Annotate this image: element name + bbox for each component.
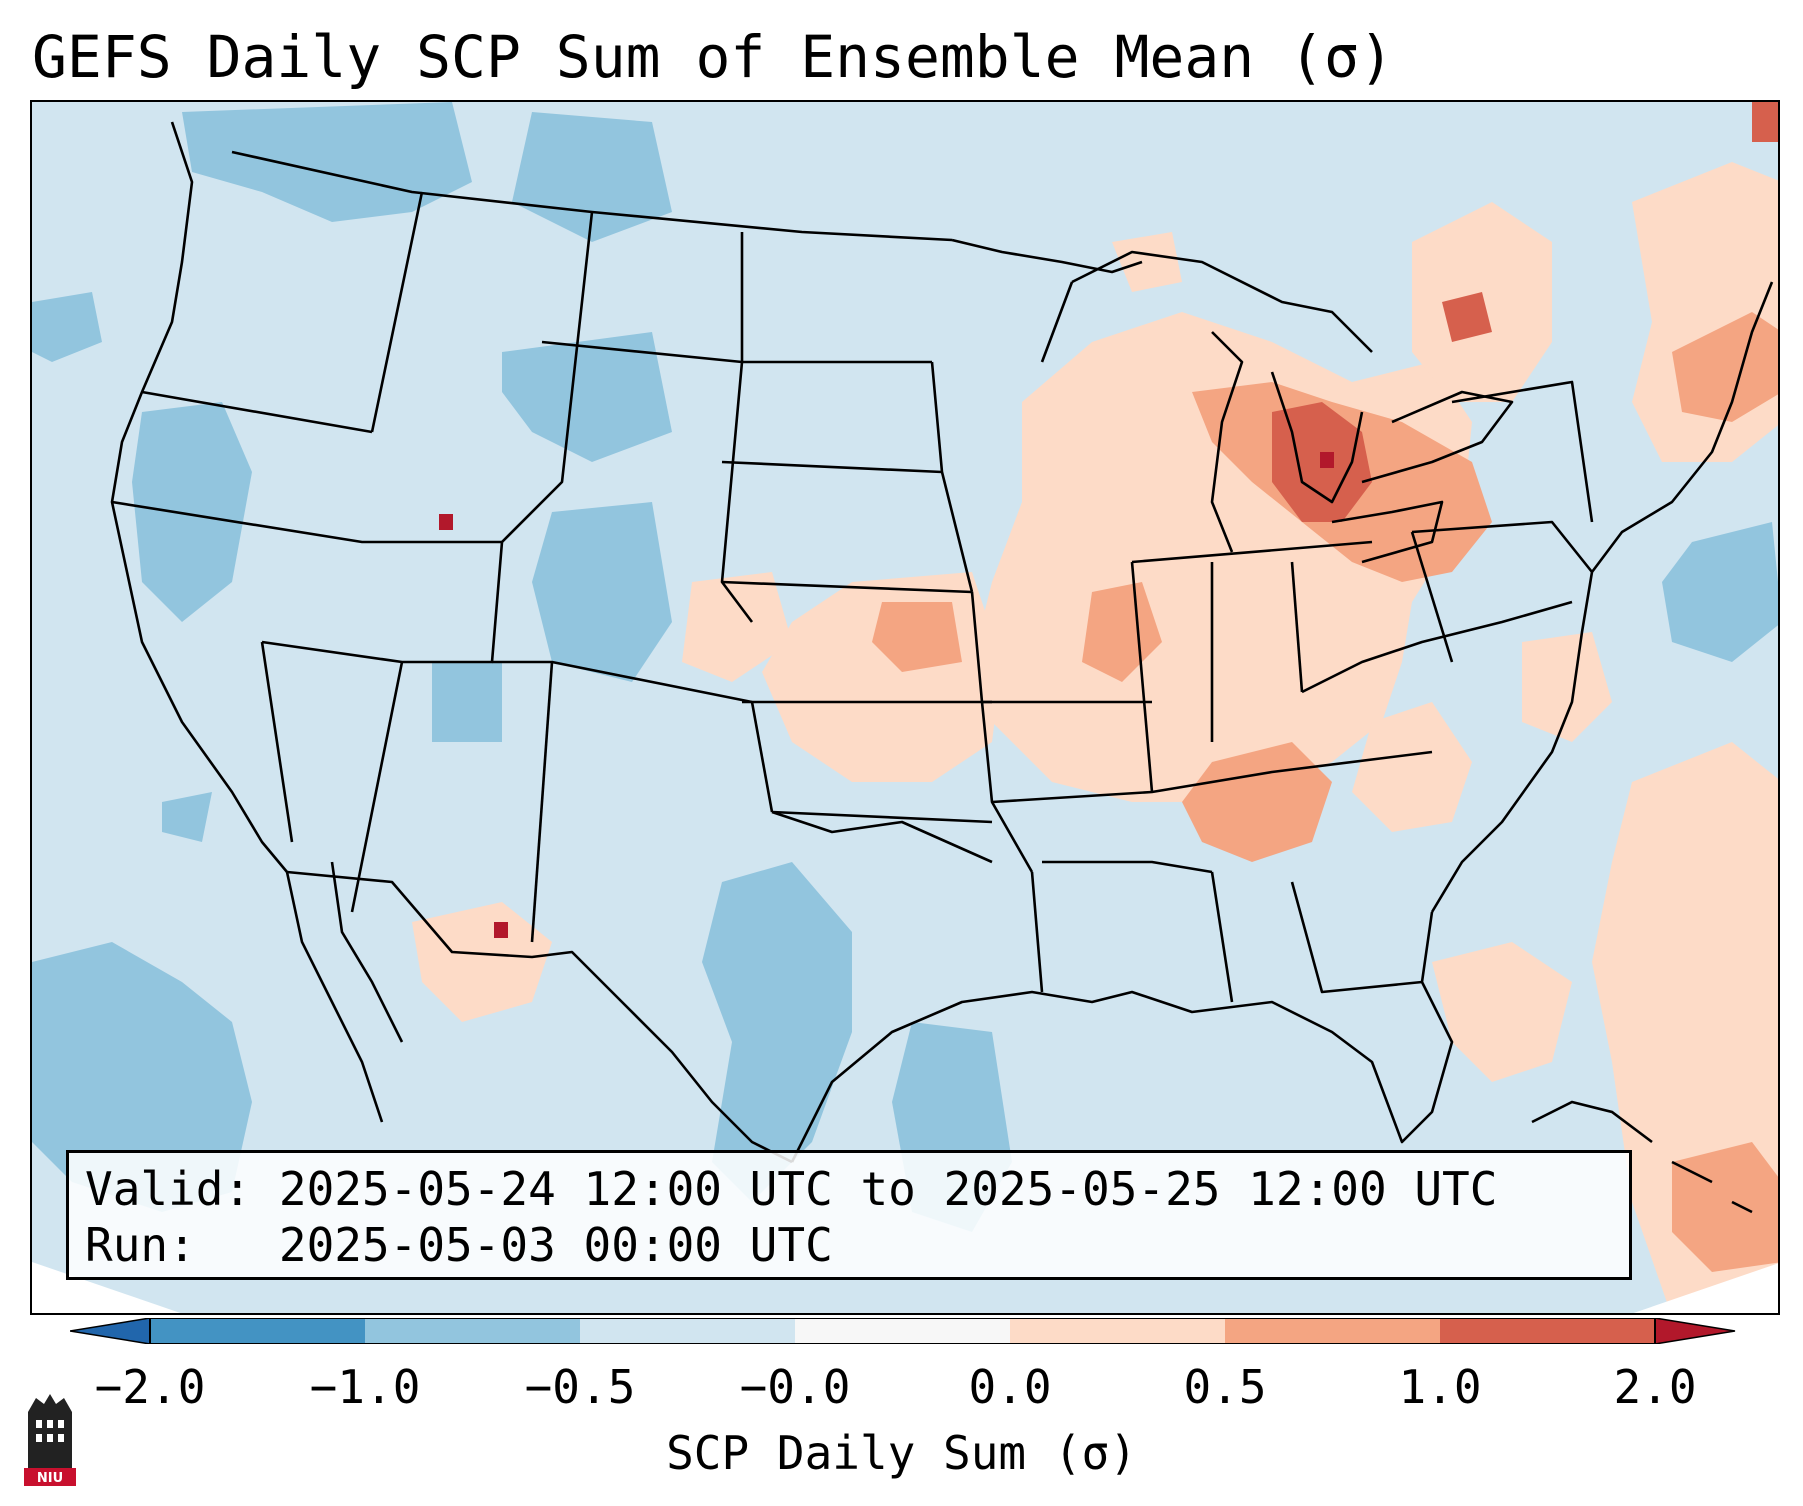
logo-text: NIU <box>37 1471 63 1486</box>
baja-coastline <box>285 861 404 1123</box>
valid-time-range: 2025-05-24 12:00 UTC to 2025-05-25 12:00… <box>278 1162 1498 1216</box>
valid-label: Valid: <box>85 1162 252 1216</box>
colorbar-tick-label: −1.0 <box>309 1360 421 1414</box>
positive-anomaly-patches <box>412 162 1778 1313</box>
colorbar-extend-high <box>1654 1318 1736 1344</box>
extreme-positive-cells <box>439 452 1334 938</box>
projection-edge-right <box>1633 1263 1778 1313</box>
colorbar-label: SCP Daily Sum (σ) <box>666 1426 1137 1480</box>
run-label: Run: <box>85 1218 196 1272</box>
colorbar-tick-label: −2.0 <box>94 1360 206 1414</box>
scp-field-map <box>32 102 1778 1313</box>
map-panel <box>30 100 1780 1315</box>
colorbar-bin <box>580 1318 795 1344</box>
run-time: 2025-05-03 00:00 UTC <box>278 1218 833 1272</box>
state-boundaries <box>110 121 1774 1164</box>
colorbar-tick-label: 2.0 <box>1613 1360 1697 1414</box>
niu-logo: NIU <box>24 1394 76 1486</box>
colorbar-tick-label: 1.0 <box>1398 1360 1482 1414</box>
colorbar-extend-low <box>70 1318 151 1344</box>
valid-run-info-box: Valid: 2025-05-24 12:00 UTC to 2025-05-2… <box>66 1150 1632 1280</box>
colorbar-tick-label: 0.5 <box>1183 1360 1267 1414</box>
colorbar-tick-label: −0.5 <box>524 1360 636 1414</box>
colorbar-bin <box>795 1318 1010 1344</box>
colorbar <box>70 1318 1736 1344</box>
colorbar-tick-label: 0.0 <box>968 1360 1052 1414</box>
moderate-positive-patches <box>872 312 1778 1272</box>
caribbean-islands <box>1531 1100 1753 1214</box>
colorbar-bin <box>1010 1318 1225 1344</box>
colorbar-frame <box>149 1318 1656 1344</box>
colorbar-bin <box>1440 1318 1655 1344</box>
colorbar-tick-label: −0.0 <box>739 1360 851 1414</box>
colorbar-bin <box>150 1318 365 1344</box>
colorbar-bin <box>1225 1318 1440 1344</box>
colorbar-bin <box>365 1318 580 1344</box>
map-title: GEFS Daily SCP Sum of Ensemble Mean (σ) <box>32 23 1394 91</box>
